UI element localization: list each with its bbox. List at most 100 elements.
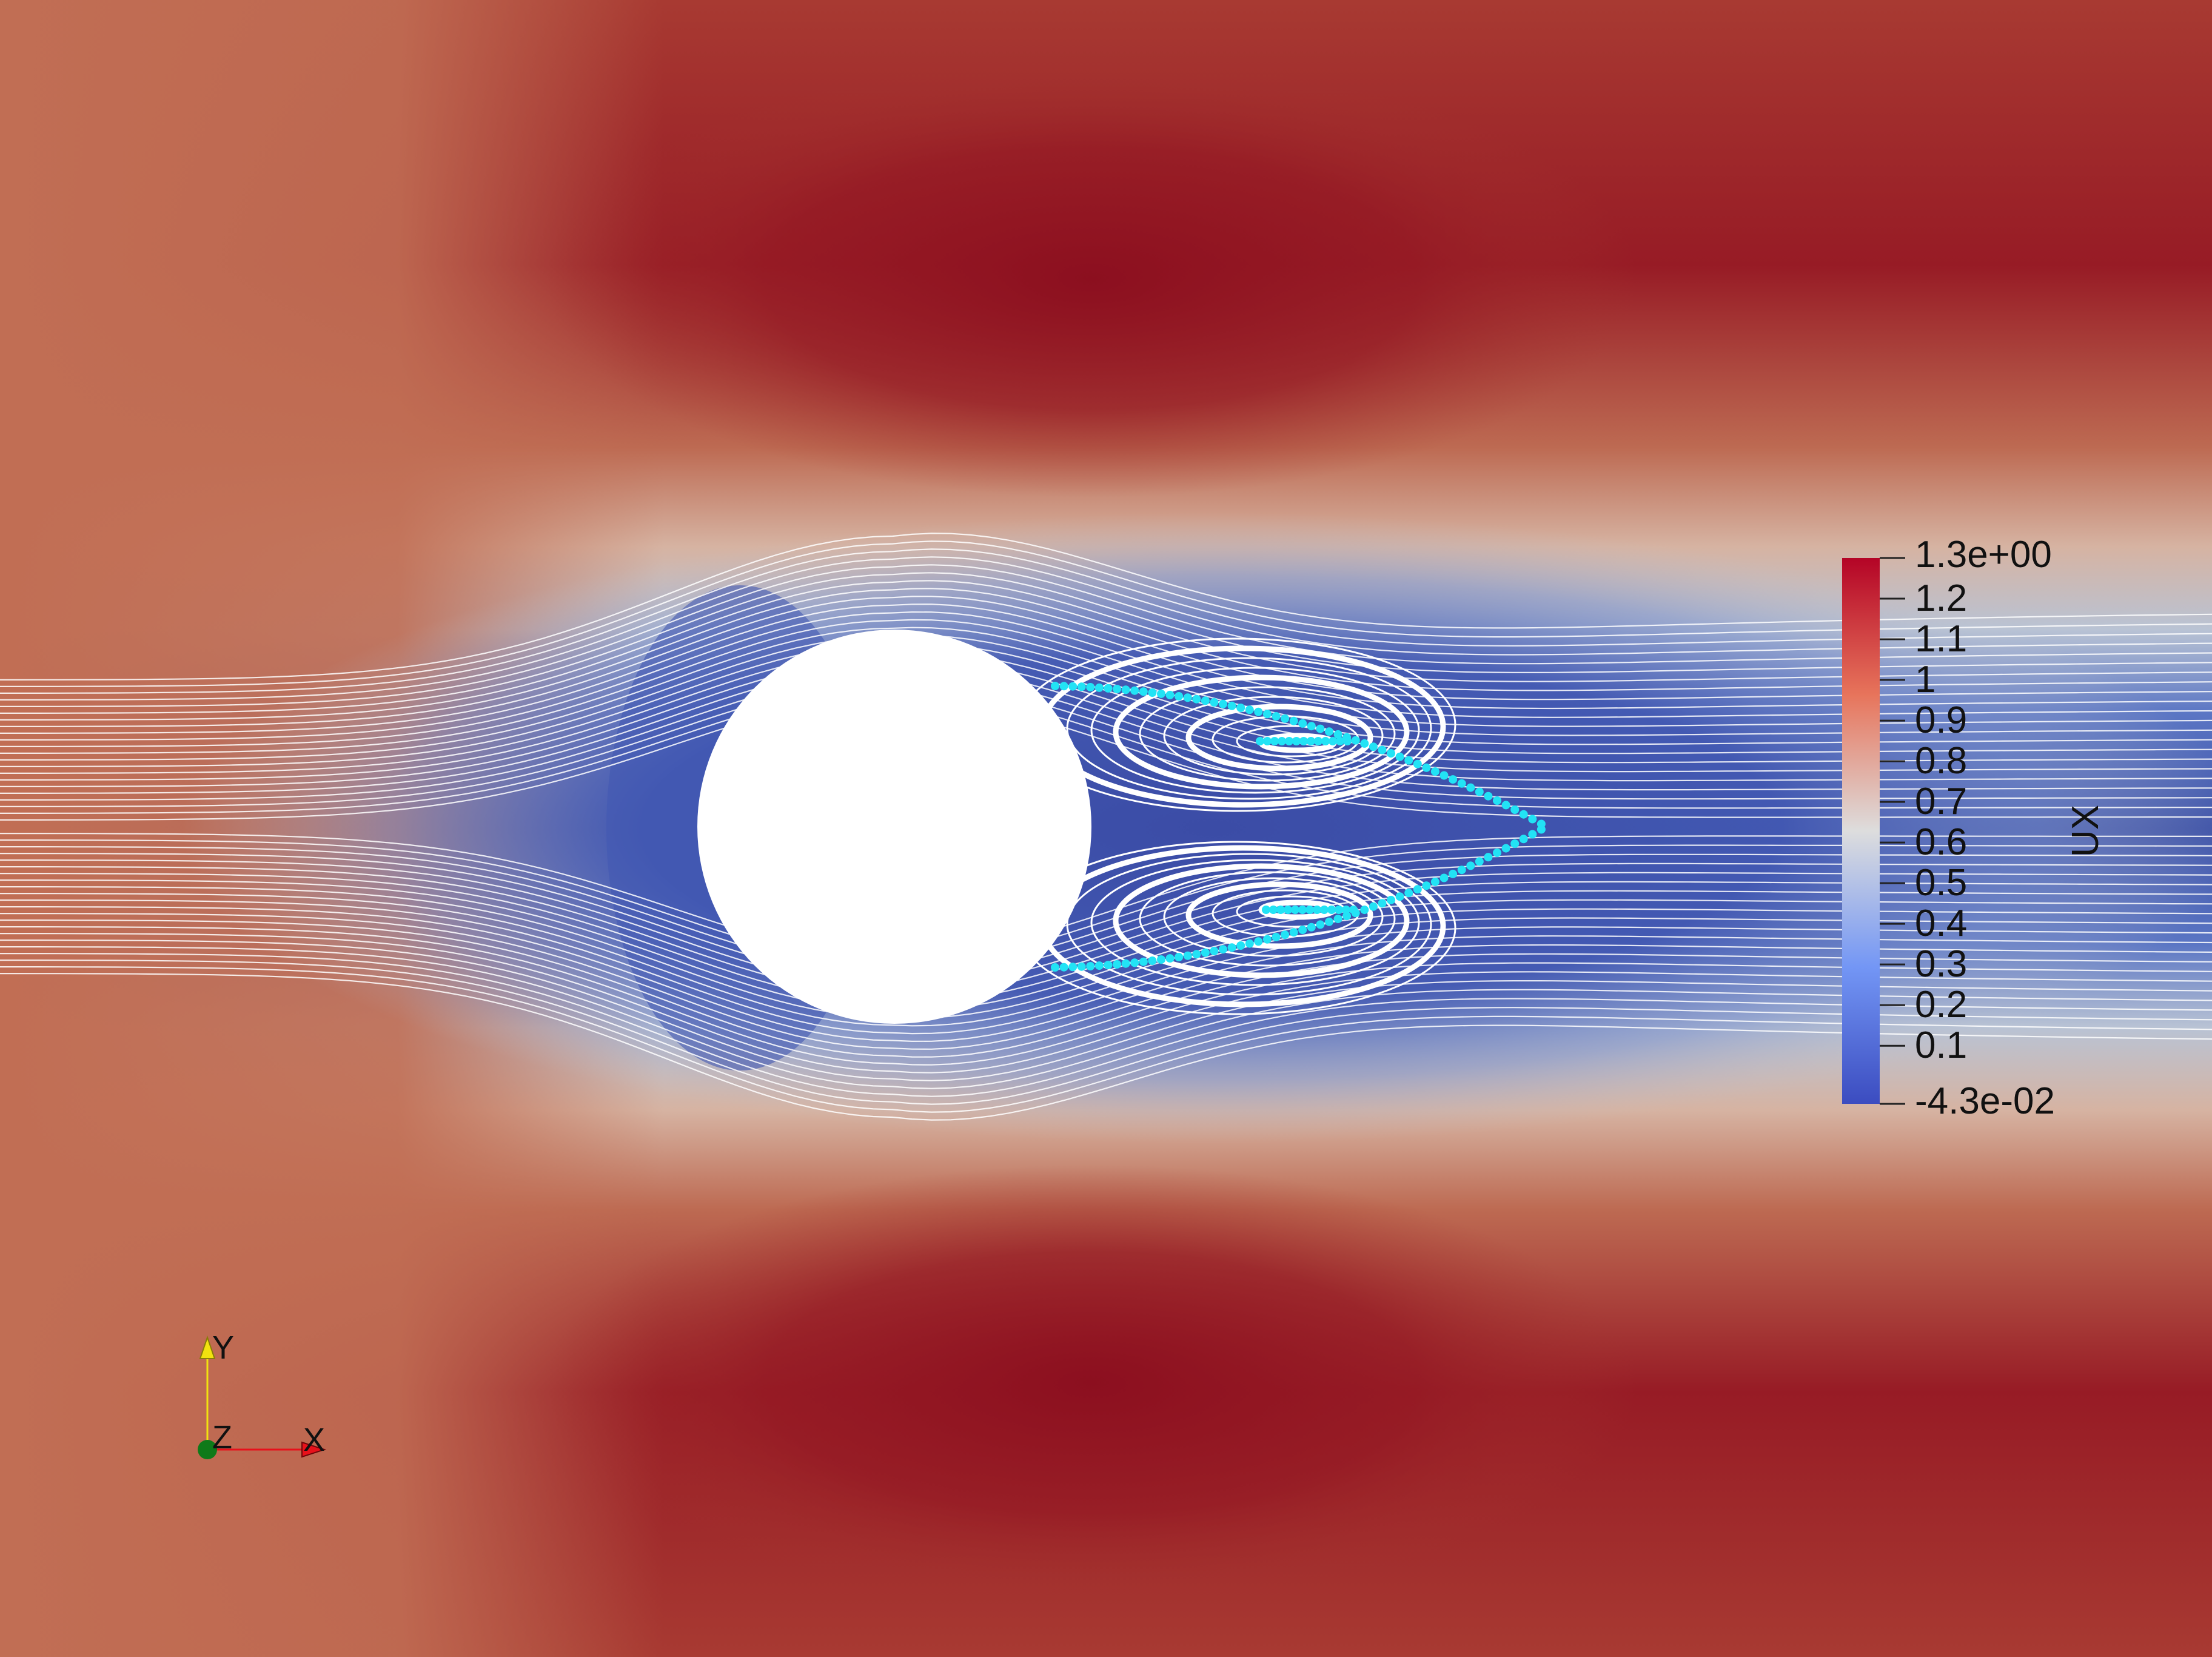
separation-marker — [1077, 962, 1086, 971]
separation-marker — [1307, 722, 1316, 731]
wake-region — [182, 513, 2212, 1143]
separation-marker — [1201, 696, 1210, 705]
separation-marker — [1289, 928, 1298, 937]
separation-marker — [1175, 692, 1184, 701]
separation-marker — [1059, 682, 1068, 691]
vortex-core-marker — [1278, 737, 1286, 745]
separation-marker — [1051, 682, 1059, 690]
scalar-bar-tick-label: 1.1 — [1915, 618, 1967, 660]
separation-marker — [1094, 961, 1104, 970]
separation-marker — [1395, 892, 1404, 901]
scalar-bar-tick-label: 0.1 — [1915, 1024, 1967, 1066]
separation-marker — [1245, 705, 1254, 714]
vortex-loop — [1066, 853, 1432, 996]
vortex-core-marker — [1321, 737, 1330, 745]
vortex-core-marker — [1263, 737, 1272, 745]
scalar-bar: 1.21.110.90.80.70.60.50.40.30.20.1 1.3e+… — [1842, 534, 2106, 1122]
scalar-bar-tick-label: 0.5 — [1915, 862, 1967, 904]
separation-marker — [1369, 742, 1378, 751]
separation-marker — [1475, 787, 1484, 796]
vortex-loop — [1185, 881, 1373, 949]
separation-marker — [1360, 739, 1369, 748]
y-axis-label: Y — [212, 1329, 234, 1366]
separation-marker — [1068, 682, 1078, 691]
separation-marker — [1086, 683, 1095, 691]
vortex-core-marker — [1298, 906, 1307, 914]
scalar-bar-tick-label: 0.9 — [1915, 699, 1967, 741]
separation-marker — [1245, 939, 1254, 948]
scalar-bar-ticks: 1.21.110.90.80.70.60.50.40.30.20.1 — [1880, 557, 1967, 1105]
separation-marker — [1457, 865, 1466, 875]
separation-marker — [1316, 724, 1325, 733]
vortex-core-marker — [1276, 906, 1285, 914]
separation-marker — [1413, 759, 1422, 768]
upper-acceleration-zone — [546, 61, 1637, 497]
separation-marker — [1351, 736, 1360, 745]
separation-marker — [1422, 881, 1431, 890]
vortex-core-marker — [1305, 906, 1314, 914]
separation-marker — [1387, 749, 1395, 758]
separation-marker — [1130, 958, 1139, 967]
x-axis-label: X — [303, 1422, 325, 1458]
orientation-axes: Y Z X — [198, 1329, 327, 1459]
vortex-loop — [1139, 871, 1396, 967]
scalar-bar-max-label: 1.3e+00 — [1915, 534, 2052, 576]
vortex-core-marker — [1336, 737, 1344, 745]
separation-marker — [1430, 877, 1439, 886]
separation-marker — [1068, 963, 1078, 972]
x-axis-arrowhead — [301, 1441, 327, 1458]
vortex-core-marker — [1342, 906, 1350, 914]
separation-marker — [1183, 951, 1192, 960]
scalar-bar-gradient — [1842, 558, 1880, 1104]
separation-marker — [1360, 906, 1369, 915]
separation-marker — [1342, 912, 1352, 921]
separation-marker — [1378, 745, 1387, 755]
separation-marker — [1192, 950, 1201, 959]
separation-marker — [1254, 707, 1263, 716]
separation-marker — [1439, 771, 1449, 780]
separation-marker — [1298, 926, 1307, 935]
separation-marker — [1519, 835, 1528, 844]
vortex-loop — [1113, 863, 1410, 978]
separation-marker — [1325, 917, 1333, 926]
separation-marker — [1236, 704, 1245, 712]
vortex-core-marker — [1292, 737, 1301, 745]
separation-marker — [1501, 844, 1510, 853]
separation-marker — [1430, 767, 1439, 776]
separation-marker — [1413, 885, 1422, 894]
separation-marker — [1139, 957, 1148, 966]
separation-marker — [1272, 712, 1281, 721]
separation-marker — [1183, 693, 1192, 702]
separation-marker — [1227, 943, 1236, 952]
separation-marker — [1325, 727, 1333, 736]
vortex-loop — [1163, 696, 1384, 776]
separation-marker — [1051, 963, 1059, 972]
vortex-loop — [1090, 667, 1420, 794]
separation-marker — [1537, 825, 1546, 834]
separation-marker — [1439, 873, 1449, 882]
vortex-loop — [1139, 686, 1396, 782]
vortex-core-marker — [1349, 906, 1358, 914]
separation-marker — [1086, 962, 1095, 970]
vortex-loop — [1163, 877, 1384, 957]
separation-marker — [1192, 694, 1201, 704]
vortex-core-marker — [1307, 737, 1315, 745]
separation-marker — [1484, 792, 1493, 801]
separation-marker — [1307, 923, 1316, 932]
separation-marker — [1404, 889, 1413, 898]
vortex-core-marker — [1335, 906, 1343, 914]
separation-marker — [1210, 947, 1219, 955]
scalar-bar-title: UX — [2065, 805, 2106, 857]
separation-marker — [1254, 937, 1263, 946]
separation-marker — [1333, 730, 1342, 739]
separation-marker — [1449, 775, 1458, 784]
cylinder-obstacle — [697, 630, 1091, 1024]
separation-marker — [1219, 945, 1227, 954]
vortex-loop — [1090, 859, 1420, 986]
y-axis-arrowhead — [199, 1335, 216, 1359]
z-axis-label: Z — [212, 1419, 232, 1456]
vortex-core-marker — [1313, 906, 1321, 914]
separation-marker — [1077, 682, 1086, 691]
